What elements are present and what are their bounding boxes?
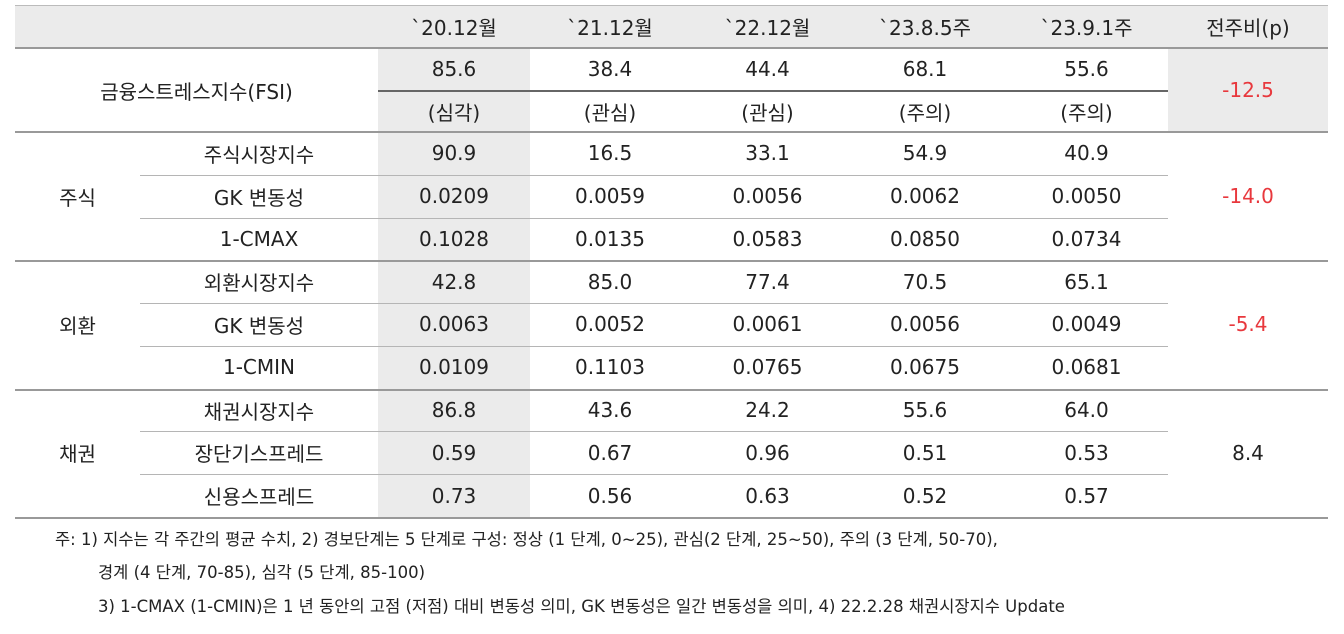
footnote: 3) 1-CMAX (1-CMIN)은 1 년 동안의 고점 (저점) 대비 변… <box>98 597 1065 616</box>
value-cell: 0.0050 <box>1051 184 1122 209</box>
group-label: 주식 <box>59 185 96 210</box>
value-cell: 77.4 <box>745 269 790 294</box>
group-label: 채권 <box>59 442 96 467</box>
value-cell: 0.52 <box>902 483 948 508</box>
level-cell: (주의) <box>898 100 952 125</box>
rule <box>15 517 1328 519</box>
rule <box>15 260 1328 263</box>
value-cell: 55.6 <box>902 398 948 423</box>
rule <box>140 431 1168 433</box>
header-cell: `23.8.5주 <box>878 16 971 40</box>
level-cell: (심각) <box>427 100 481 125</box>
value-cell: 44.4 <box>745 57 790 81</box>
value-cell: 0.0063 <box>419 312 489 337</box>
change-cell: -5.4 <box>1228 312 1268 337</box>
rule <box>140 345 1168 347</box>
row-label: 신용스프레드 <box>203 485 315 510</box>
value-cell: 0.0583 <box>732 226 803 251</box>
rule <box>140 474 1168 476</box>
value-cell: 86.8 <box>431 398 477 423</box>
value-cell: 0.51 <box>902 440 948 465</box>
value-cell: 70.5 <box>902 269 948 294</box>
value-cell: 0.53 <box>1064 440 1109 465</box>
header-cell: `23.9.1주 <box>1040 16 1133 40</box>
value-cell: 42.8 <box>431 269 477 294</box>
value-cell: 0.0734 <box>1051 226 1122 251</box>
value-cell: 0.67 <box>587 440 633 465</box>
value-cell: 0.56 <box>587 483 633 508</box>
change-cell: -12.5 <box>1222 78 1274 102</box>
footnote: 경계 (4 단계, 70-85), 심각 (5 단계, 85-100) <box>98 563 426 582</box>
value-cell: 0.0056 <box>890 312 960 337</box>
value-cell: 0.0765 <box>732 355 803 380</box>
value-cell: 24.2 <box>745 398 790 423</box>
shade <box>15 5 1328 48</box>
footnote: 주: 1) 지수는 각 주간의 평균 수치, 2) 경보단계는 5 단계로 구성… <box>55 530 998 549</box>
rule <box>15 388 1328 391</box>
value-cell: 16.5 <box>587 141 633 166</box>
value-cell: 0.1103 <box>575 355 645 380</box>
value-cell: 0.59 <box>431 440 477 465</box>
value-cell: 0.0135 <box>575 226 645 251</box>
rule <box>140 303 1168 305</box>
value-cell: 0.0059 <box>575 184 645 209</box>
value-cell: 0.0049 <box>1051 312 1122 337</box>
value-cell: 0.0062 <box>890 184 960 209</box>
value-cell: 0.0209 <box>419 184 489 209</box>
value-cell: 33.1 <box>745 141 790 166</box>
rule <box>15 131 1328 133</box>
value-cell: 43.6 <box>587 398 633 423</box>
value-cell: 68.1 <box>902 57 948 81</box>
row-label: 채권시장지수 <box>203 399 315 424</box>
value-cell: 0.1028 <box>419 226 489 251</box>
value-cell: 0.0681 <box>1051 355 1122 380</box>
value-cell: 0.0056 <box>732 184 803 209</box>
value-cell: 0.0052 <box>575 312 645 337</box>
shade <box>1168 48 1328 132</box>
level-cell: (관심) <box>741 100 794 125</box>
header-cell: `20.12월 <box>411 16 497 40</box>
value-cell: 0.63 <box>745 483 790 508</box>
rule <box>15 5 1328 6</box>
value-cell: 85.6 <box>431 57 477 81</box>
value-cell: 90.9 <box>431 141 477 166</box>
header-cell: `21.12월 <box>567 16 653 40</box>
value-cell: 85.0 <box>587 269 633 294</box>
row-label: 외환시장지수 <box>203 271 315 296</box>
shade <box>378 48 530 517</box>
row-label: 1-CMIN <box>222 355 296 380</box>
value-cell: 64.0 <box>1064 398 1109 423</box>
row-label: 금융스트레스지수(FSI) <box>100 79 293 104</box>
value-cell: 54.9 <box>902 141 948 166</box>
rule <box>15 47 1328 49</box>
row-label: 1-CMAX <box>219 226 299 251</box>
value-cell: 0.0850 <box>890 226 960 251</box>
rule <box>140 217 1168 219</box>
header-cell: 전주비(p) <box>1206 16 1290 40</box>
value-cell: 0.57 <box>1064 483 1109 508</box>
change-cell: 8.4 <box>1232 440 1264 465</box>
row-label: 장단기스프레드 <box>194 442 324 467</box>
level-cell: (관심) <box>583 100 637 125</box>
value-cell: 0.0061 <box>732 312 803 337</box>
value-cell: 0.96 <box>745 440 790 465</box>
value-cell: 40.9 <box>1064 141 1109 166</box>
group-label: 외환 <box>59 313 96 338</box>
value-cell: 0.0675 <box>890 355 960 380</box>
level-cell: (주의) <box>1060 100 1113 125</box>
value-cell: 65.1 <box>1064 269 1109 294</box>
rule <box>140 174 1168 176</box>
value-cell: 55.6 <box>1064 57 1109 81</box>
row-label: GK 변동성 <box>213 185 305 210</box>
row-label: 주식시장지수 <box>203 142 315 167</box>
header-cell: `22.12월 <box>724 16 811 40</box>
rule <box>378 90 1168 92</box>
row-label: GK 변동성 <box>213 313 305 338</box>
change-cell: -14.0 <box>1222 184 1274 209</box>
value-cell: 0.0109 <box>419 355 489 380</box>
value-cell: 0.73 <box>431 483 477 508</box>
value-cell: 38.4 <box>587 57 633 81</box>
